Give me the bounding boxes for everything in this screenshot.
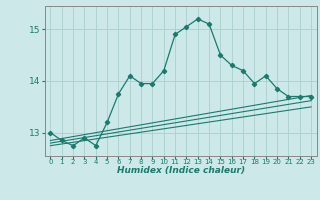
X-axis label: Humidex (Indice chaleur): Humidex (Indice chaleur) [117, 166, 245, 175]
